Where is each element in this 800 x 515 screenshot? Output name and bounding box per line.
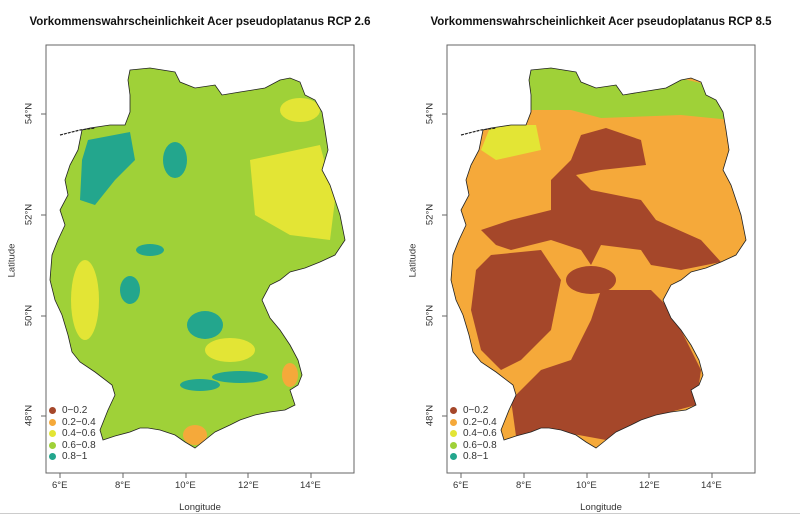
legend-swatch bbox=[450, 407, 457, 415]
legend-item: 0−0.2 bbox=[450, 405, 497, 417]
legend-item: 0.4−0.6 bbox=[450, 428, 497, 440]
legend-item: 0.6−0.8 bbox=[49, 440, 96, 452]
legend-item: 0.2−0.4 bbox=[450, 417, 497, 429]
probability-region bbox=[183, 425, 207, 445]
legend-swatch bbox=[49, 441, 56, 449]
x-tick: 14°E bbox=[300, 480, 321, 491]
plot-frame bbox=[45, 44, 355, 474]
y-tick: 54°N bbox=[424, 102, 436, 125]
y-tick: 48°N bbox=[23, 404, 35, 427]
x-tick: 6°E bbox=[453, 480, 469, 491]
y-tick: 50°N bbox=[23, 304, 35, 327]
legend-item: 0.6−0.8 bbox=[450, 440, 497, 452]
germany-border bbox=[49, 67, 346, 449]
x-tick: 6°E bbox=[52, 480, 68, 491]
legend-swatch bbox=[450, 441, 457, 449]
legend-label: 0.6−0.8 bbox=[463, 439, 497, 451]
probability-region bbox=[511, 290, 701, 440]
probability-region bbox=[481, 125, 541, 160]
probability-region bbox=[481, 128, 721, 270]
y-tick: 52°N bbox=[23, 203, 35, 226]
probability-region bbox=[205, 338, 255, 362]
y-tick: 54°N bbox=[23, 102, 35, 125]
legend-label: 0−0.2 bbox=[62, 405, 88, 416]
plot-frame bbox=[446, 44, 756, 474]
legend-swatch bbox=[450, 418, 457, 426]
legend: 0−0.2 0.2−0.4 0.4−0.6 0.6−0.8 0.8−1 bbox=[49, 405, 96, 463]
probability-region bbox=[212, 371, 268, 383]
legend-item: 0.2−0.4 bbox=[49, 417, 96, 429]
probability-region bbox=[163, 142, 187, 178]
legend-label: 0.8−1 bbox=[62, 451, 88, 462]
probability-region bbox=[120, 276, 140, 304]
x-tick: 10°E bbox=[175, 480, 196, 491]
probability-region bbox=[250, 145, 335, 240]
legend: 0−0.2 0.2−0.4 0.4−0.6 0.6−0.8 0.8−1 bbox=[450, 405, 497, 463]
probability-region bbox=[80, 132, 135, 205]
y-axis-label: Latitude bbox=[407, 243, 419, 278]
legend-label: 0−0.2 bbox=[463, 405, 489, 416]
legend-swatch bbox=[49, 407, 56, 415]
map-panel-rcp26: Vorkommenswahrscheinlichkeit Acer pseudo… bbox=[6, 16, 371, 513]
legend-label: 0.6−0.8 bbox=[62, 439, 96, 451]
legend-swatch bbox=[49, 453, 56, 461]
germany-border bbox=[450, 67, 747, 449]
legend-item: 0.8−1 bbox=[49, 451, 96, 463]
legend-item: 0.8−1 bbox=[450, 451, 497, 463]
legend-swatch bbox=[450, 453, 457, 461]
y-tick: 52°N bbox=[424, 203, 436, 226]
legend-label: 0.4−0.6 bbox=[62, 428, 96, 439]
divider bbox=[0, 513, 800, 514]
legend-item: 0−0.2 bbox=[49, 405, 96, 417]
probability-region bbox=[280, 98, 320, 122]
y-tick: 48°N bbox=[424, 404, 436, 427]
x-axis-label: Longitude bbox=[580, 502, 622, 513]
frisian-islands bbox=[59, 127, 96, 136]
map-title: Vorkommenswahrscheinlichkeit Acer pseudo… bbox=[430, 16, 772, 28]
probability-region bbox=[71, 260, 99, 340]
probability-region bbox=[282, 363, 298, 387]
x-tick: 12°E bbox=[639, 480, 660, 491]
y-axis-label: Latitude bbox=[6, 243, 18, 278]
legend-item: 0.4−0.6 bbox=[49, 428, 96, 440]
x-tick: 12°E bbox=[238, 480, 259, 491]
x-tick: 8°E bbox=[516, 480, 532, 491]
map-title: Vorkommenswahrscheinlichkeit Acer pseudo… bbox=[29, 16, 371, 28]
legend-swatch bbox=[49, 430, 56, 438]
legend-label: 0.2−0.4 bbox=[463, 416, 497, 428]
legend-label: 0.4−0.6 bbox=[463, 428, 497, 439]
legend-label: 0.8−1 bbox=[463, 451, 489, 462]
probability-raster bbox=[50, 68, 345, 448]
x-axis-label: Longitude bbox=[179, 502, 221, 513]
map-panel-rcp85: Vorkommenswahrscheinlichkeit Acer pseudo… bbox=[401, 0, 800, 515]
y-tick: 50°N bbox=[424, 304, 436, 327]
probability-raster bbox=[451, 68, 746, 448]
probability-region bbox=[136, 244, 164, 256]
x-tick: 14°E bbox=[701, 480, 722, 491]
probability-region bbox=[180, 379, 220, 391]
x-tick: 10°E bbox=[576, 480, 597, 491]
probability-region bbox=[187, 311, 223, 339]
map-plot bbox=[442, 44, 756, 478]
probability-region bbox=[471, 250, 561, 370]
legend-label: 0.2−0.4 bbox=[62, 416, 96, 428]
map-plot bbox=[41, 44, 355, 478]
legend-swatch bbox=[450, 430, 457, 438]
frisian-islands bbox=[460, 127, 497, 136]
legend-swatch bbox=[49, 418, 56, 426]
probability-region bbox=[566, 266, 616, 294]
x-tick: 8°E bbox=[115, 480, 131, 491]
